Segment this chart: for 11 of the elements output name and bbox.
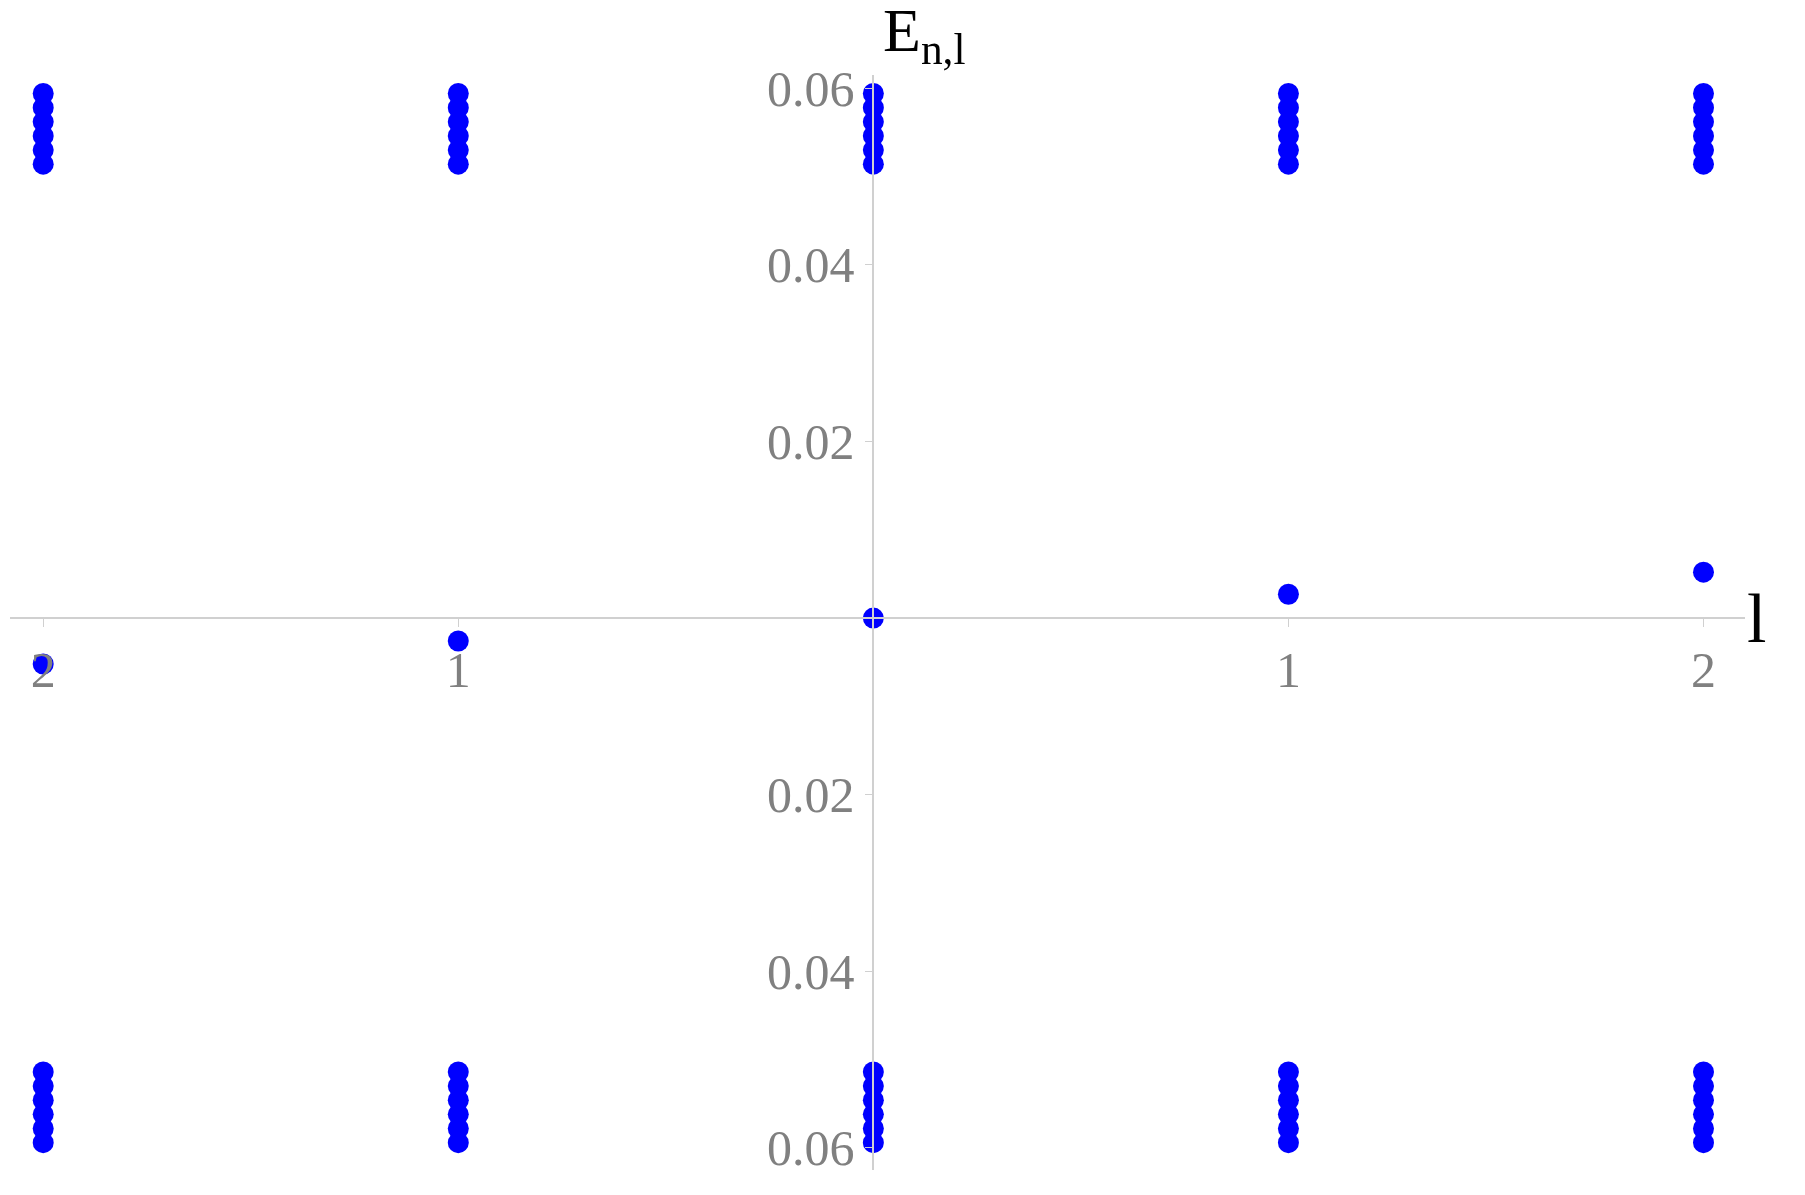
y-axis-title: E$_{n,l}$ xyxy=(883,0,966,74)
y-tick-label: 0.04 xyxy=(767,237,855,294)
x-tick-label: 1 xyxy=(445,641,471,698)
y-tick-label: 0.06 xyxy=(767,60,855,117)
x-axis-title: l xyxy=(1747,580,1767,657)
y-tick-label: 0.02 xyxy=(767,413,855,470)
y-tick-label: 0.06 xyxy=(767,1120,855,1177)
x-tick-label: 1 xyxy=(1275,641,1301,698)
y-tick-label: 0.04 xyxy=(767,943,855,1000)
x-tick-label: 2 xyxy=(1690,641,1716,698)
y-tick-label: 0.02 xyxy=(767,767,855,824)
